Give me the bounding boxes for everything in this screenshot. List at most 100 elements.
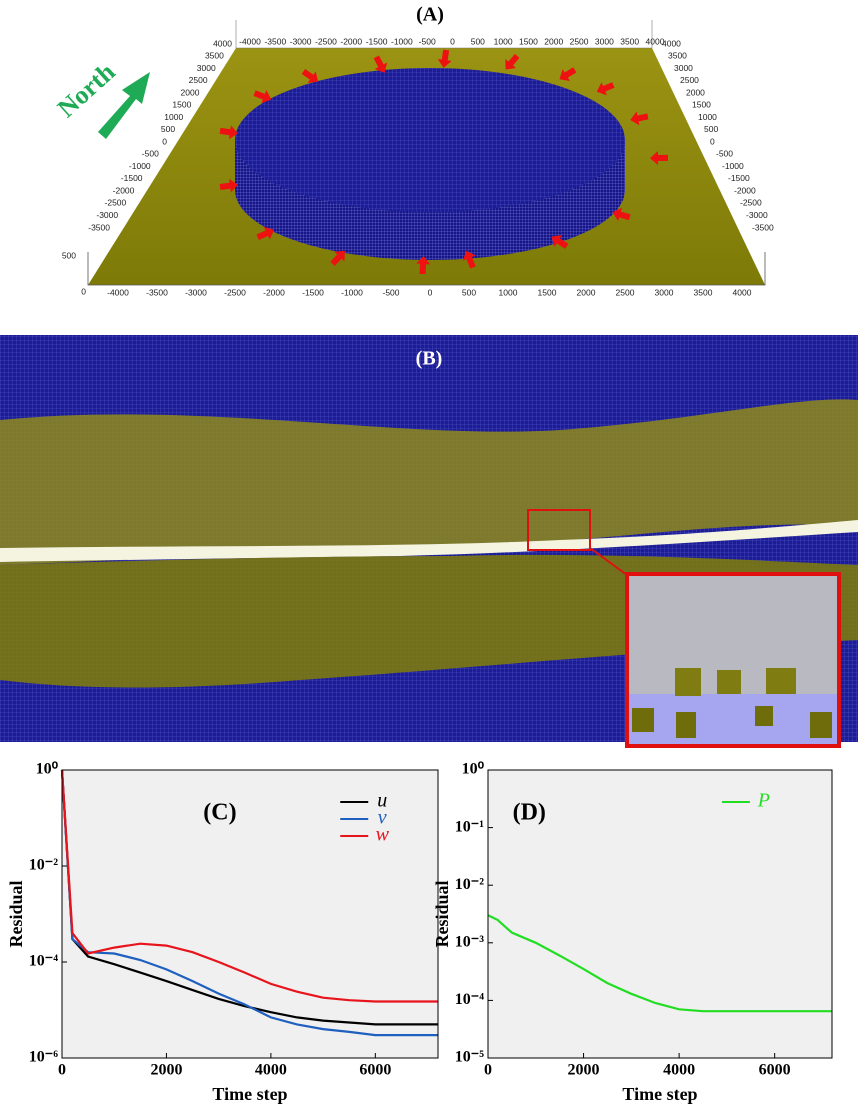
axis-tick-label: 2500 [616,287,635,297]
x-tick-label: 0 [58,1062,66,1079]
axis-tick-label: -500 [716,149,733,159]
box-edge [87,252,766,286]
legend-label: v [378,807,387,829]
axis-tick-label: 1500 [172,100,191,110]
axis-tick-label: 1500 [538,287,557,297]
chart: 10⁰ 10⁻² 10⁻⁴ 10⁻⁶0 2000 4000 6000 (C) Time step… [6,761,439,1104]
arrow [301,68,319,83]
panel-label: (A) [416,4,444,26]
x-tick-label: 4000 [255,1062,287,1079]
axis-labels: -4000 -3500 -3000 -2500 -2000 -1500 -1000 -500 0… [62,36,774,297]
axis-tick-label: 3500 [668,51,687,61]
axis-tick-label: 2000 [181,87,200,97]
axis-tick-label: 3000 [197,63,216,73]
axis-tick-label: 0 [450,36,455,46]
chart-title: (D) [513,800,546,826]
axis-tick-label: -1500 [366,36,388,46]
axis-tick-label: 2500 [570,36,589,46]
inset-building [717,670,741,694]
y-tick-label: 10⁻⁶ [29,1049,58,1066]
arrow [650,151,669,166]
legend-label: w [376,824,390,846]
axis-tick-label: -4000 [239,36,261,46]
inset-ground [627,694,839,746]
axis-tick-label: 0 [162,136,167,146]
axis-tick-label: -1000 [341,287,363,297]
axis-tick-label: -3000 [290,36,312,46]
series-line [60,769,438,1003]
axis-tick-label: -2500 [740,198,762,208]
plot-frame [487,769,833,1059]
arrow [416,256,431,275]
axis-tick-label: -2000 [734,185,756,195]
axis-tick-label: -3000 [746,210,768,220]
legend-label: P [757,790,770,812]
axis-tick-label: 2500 [189,75,208,85]
inset-building [766,668,796,694]
axis-tick-label: -3500 [264,36,286,46]
axis-tick-label: -1500 [728,173,750,183]
axis-tick-label: 3500 [694,287,713,297]
y-tick-label: 10⁰ [36,761,59,778]
axis-tick-label: -4000 [107,287,129,297]
axis-tick-label: -2500 [105,198,127,208]
y-tick-label: 10⁻⁵ [455,1049,484,1066]
river-bank [0,520,858,562]
axis-tick-label: -3000 [185,287,207,297]
axis-tick-label: -500 [382,287,399,297]
axis-tick-label: 2000 [544,36,563,46]
axis-tick-label: 4000 [213,38,232,48]
cylinder-top [235,68,625,212]
axis-tick-label: 3500 [205,51,224,61]
x-tick-label: 6000 [759,1062,791,1079]
axis-tick-label: 4000 [662,38,681,48]
plot-area [488,770,832,1058]
y-axis-label: Residual [432,880,452,947]
axis-tick-label: 4000 [646,36,665,46]
axis-tick-label: 3000 [655,287,674,297]
terrain-far [0,399,858,565]
axis-tick-label: -3500 [88,222,110,232]
axis-tick-label: -3000 [96,210,118,220]
inset-building [675,668,701,696]
north-label: North [52,57,121,123]
arrow [253,90,272,104]
north-arrow [98,72,150,139]
axis-tick-label: 1500 [519,36,538,46]
axis-tick-label: 1000 [499,287,518,297]
axis-tick-label: 500 [704,124,718,134]
x-axis-label: Time step [212,1084,287,1104]
arrow [462,250,476,269]
arrow [219,125,238,140]
y-tick-label: 10⁻³ [455,933,484,950]
arrow [437,49,452,68]
axis-tick-label: 0 [710,136,715,146]
plot-area [62,770,438,1058]
axis-tick-label: -1000 [722,161,744,171]
x-tick-label: 6000 [359,1062,391,1079]
arrow [551,235,569,249]
x-tick-label: 2000 [150,1062,182,1079]
x-tick-label: 2000 [568,1062,600,1079]
axis-tick-label: 2000 [686,87,705,97]
y-tick-label: 10⁻² [29,857,58,874]
arrow [219,178,238,193]
arrow [505,53,520,70]
axis-tick-label: -1000 [391,36,413,46]
axis-tick-label: -1500 [302,287,324,297]
axis-tick-label: 500 [462,287,476,297]
y-tick-label: 10⁻² [455,876,484,893]
chart-title: (C) [203,800,236,826]
series-line [60,769,438,1037]
panel-a: North (A) -4000 -3500 -3000 -2500 -2000 -1500… [52,4,774,298]
axis-tick-label: -500 [142,149,159,159]
inset-frame [625,572,841,748]
panel-label: (B) [416,348,443,370]
axis-tick-label: 4000 [733,287,752,297]
chart: 10⁰ 10⁻¹ 10⁻² 10⁻³ 10⁻⁴ 10⁻⁵0 2000 4000 6000 (D) T… [432,761,833,1104]
axis-tick-label: -1000 [129,161,151,171]
zoom-box [527,509,591,551]
panel-b: (B) [0,335,858,748]
x-tick-label: 0 [484,1062,492,1079]
